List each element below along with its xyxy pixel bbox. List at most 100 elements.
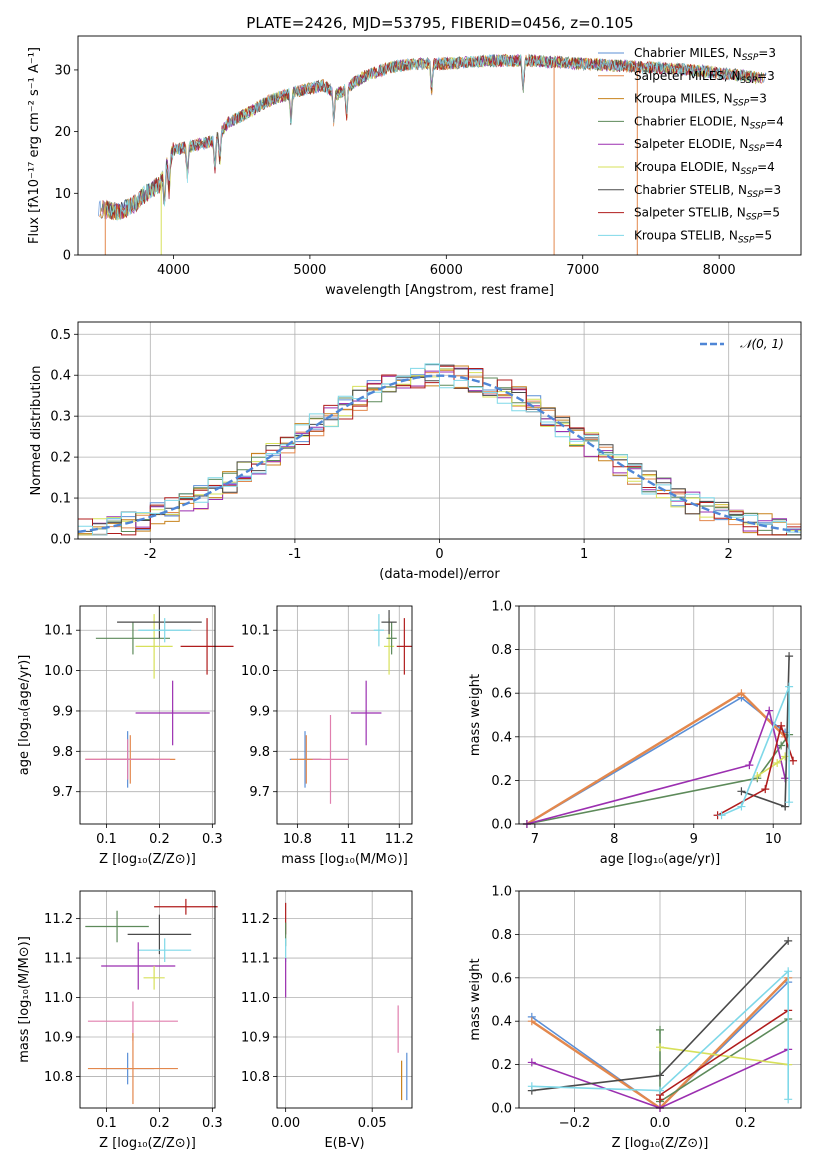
y-tick-label: 10 (54, 187, 71, 202)
plus-marker (527, 1082, 536, 1091)
plus-marker (527, 1017, 536, 1026)
x-tick-label: 11 (340, 832, 357, 847)
y-tick-label: 0.0 (50, 533, 71, 548)
y-tick-label: 9.8 (249, 745, 270, 760)
plus-marker (527, 1058, 536, 1067)
legend-entry: Chabrier STELIB, NSSP=3 (634, 183, 781, 200)
x-tick-label: 0.1 (96, 1116, 117, 1131)
line-series-chabrier-miles (526, 696, 786, 825)
y-tick-label: 0.2 (491, 1058, 512, 1073)
y-tick-label: 0.0 (491, 1102, 512, 1117)
y-tick-label: 0.0 (491, 818, 512, 833)
plus-marker (656, 1025, 664, 1034)
legend-sub: SSP (741, 167, 758, 177)
legend-label: Chabrier STELIB, N (634, 183, 747, 197)
y-tick-label: 11.0 (44, 991, 73, 1006)
y-tick-label: 0 (63, 249, 71, 264)
x-axis-label: age [log₁₀(age/yr)] (600, 852, 721, 867)
y-tick-label: 10.0 (44, 664, 73, 679)
line-series-salpeter-stelib (717, 723, 794, 817)
legend-suffix: =3 (764, 183, 782, 197)
plus-marker (765, 706, 774, 715)
line-series-chabrier-stelib (741, 656, 790, 808)
figure-title: PLATE=2426, MJD=53795, FIBERID=0456, z=0… (246, 14, 633, 32)
legend-entry: Salpeter ELODIE, NSSP=4 (634, 137, 783, 154)
legend-entry: Kroupa STELIB, NSSP=5 (634, 228, 772, 245)
legend-entry: Chabrier MILES, NSSP=3 (634, 46, 776, 63)
panel-age_vs_Z: 0.1 0.2 0.3 9.7 9.8 9.9 10.0 10.1 Z [log₁₀(Z/Z⊙)… (17, 605, 234, 867)
legend-suffix: =4 (765, 137, 783, 151)
plus-marker (753, 772, 762, 781)
x-tick-label: 10.8 (283, 832, 312, 847)
y-tick-label: 11.2 (44, 912, 73, 927)
legend-entry: Kroupa MILES, NSSP=3 (634, 92, 767, 109)
legend-suffix: =4 (757, 160, 775, 174)
plus-marker (789, 756, 798, 765)
legend-suffix: =3 (757, 69, 775, 83)
panel-age_vs_mass: 10.8 11 11.2 9.7 9.8 9.9 10.0 10.1 mass [log₁₀(M… (241, 605, 414, 867)
plus-marker (784, 936, 793, 945)
normal-curve (77, 374, 799, 533)
x-tick-label: −0.2 (559, 1116, 591, 1131)
legend-entry: Salpeter MILES, NSSP=3 (634, 69, 775, 86)
x-tick-label: 0.1 (96, 832, 117, 847)
x-tick-label: -1 (288, 547, 301, 562)
legend-sub: SSP (750, 121, 767, 131)
x-axis-label: (data-model)/error (379, 567, 500, 582)
y-tick-label: 0.4 (491, 730, 512, 745)
x-tick-label: 10 (765, 832, 782, 847)
y-tick-label: 9.8 (52, 745, 73, 760)
x-tick-label: 9 (690, 832, 698, 847)
legend-label: Kroupa ELODIE, N (634, 160, 741, 174)
plot-frame (518, 890, 802, 1109)
x-tick-label: 0.2 (149, 1116, 170, 1131)
plus-marker (737, 802, 746, 811)
plot-frame (518, 605, 802, 825)
y-tick-label: 0.6 (491, 971, 512, 986)
legend-suffix: =4 (766, 114, 784, 128)
y-tick-label: 10.1 (241, 624, 270, 639)
x-axis-label: E(B-V) (324, 1136, 364, 1151)
plus-marker (785, 682, 794, 691)
plot-frame (276, 890, 413, 1109)
legend-label: Chabrier ELODIE, N (634, 114, 750, 128)
plus-marker (717, 811, 726, 820)
plot-frame (79, 890, 216, 1109)
x-tick-label: 0.3 (202, 832, 223, 847)
panel-massweight_vs_Z: −0.2 0.0 0.2 0.0 0.2 0.4 0.6 0.8 1.0 Z [log₁₀(Z/Z… (468, 885, 802, 1151)
plot-frame (79, 605, 216, 825)
x-axis-label: mass [log₁₀(M/M⊙)] (281, 852, 408, 867)
x-tick-label: 4000 (157, 263, 190, 278)
plus-marker (785, 798, 794, 807)
y-tick-label: 0.5 (50, 328, 71, 343)
legend-suffix: =3 (758, 46, 776, 60)
y-tick-label: 9.9 (52, 704, 73, 719)
plus-marker (737, 787, 746, 796)
legend-label: Salpeter STELIB, N (634, 206, 746, 220)
legend-label: Chabrier MILES, N (634, 46, 742, 60)
spectrum-series-salpeter-stelib (105, 53, 758, 220)
y-tick-label: 0.1 (50, 492, 71, 507)
y-tick-label: 10.0 (241, 664, 270, 679)
line-series-salpeter-elodie (526, 707, 786, 825)
line-series-chabrier-elodie (526, 734, 790, 825)
x-tick-label: 5000 (293, 263, 326, 278)
legend-sub: SSP (733, 99, 750, 109)
y-tick-label: 11.1 (241, 952, 270, 967)
plot-frame (77, 321, 802, 540)
legend-sub: SSP (741, 76, 758, 86)
panel-mass_vs_EBV: 0.00 0.05 10.8 10.9 11.0 11.1 11.2 E(B-V) (241, 890, 413, 1151)
plus-marker (784, 1095, 793, 1104)
y-tick-label: 11.1 (44, 952, 73, 967)
y-tick-label: 0.6 (491, 687, 512, 702)
y-tick-label: 0.2 (491, 774, 512, 789)
x-tick-label: 0.2 (735, 1116, 756, 1131)
y-tick-label: 1.0 (491, 600, 512, 615)
spectrum-lines (98, 53, 767, 255)
spectrum-series-kroupa-stelib (106, 54, 756, 222)
legend-suffix: =3 (749, 92, 767, 106)
x-tick-label: 8000 (703, 263, 736, 278)
y-tick-label: 9.7 (52, 785, 73, 800)
panel-residuals: -2 -1 0 1 2 0.0 0.1 0.2 0.3 0.4 0.5 (data-model)/er… (29, 321, 802, 582)
